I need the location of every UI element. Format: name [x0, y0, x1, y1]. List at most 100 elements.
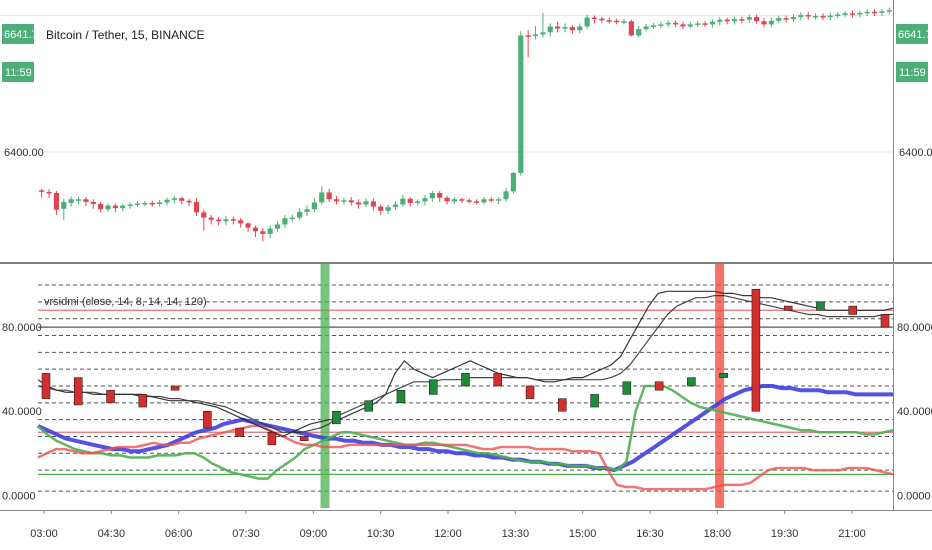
right-price-bg — [896, 24, 928, 44]
indicator-candle — [654, 381, 664, 391]
x-tick-label: 18:00 — [704, 528, 732, 540]
indicator-series-line — [37, 384, 894, 480]
candle-body — [75, 199, 82, 201]
candle-body — [385, 207, 391, 211]
candle-body — [297, 211, 303, 218]
indicator-candle — [299, 436, 309, 441]
candle-body — [149, 202, 155, 205]
candle-body — [488, 199, 494, 201]
indicator-candle — [622, 381, 632, 395]
candle-body — [820, 16, 826, 18]
candle-body — [695, 23, 701, 25]
indicator-candle — [203, 410, 212, 429]
candle-body — [216, 219, 222, 222]
indicator-series-line — [37, 384, 893, 473]
candle-body — [746, 17, 752, 20]
indicator-candle — [493, 373, 503, 387]
indicator-candle — [558, 398, 567, 412]
candle-body — [238, 220, 244, 224]
candle-body — [783, 18, 789, 20]
indicator-series-line — [37, 290, 894, 438]
candle-body — [407, 198, 413, 203]
candle-body — [643, 26, 649, 30]
candle-body — [510, 173, 516, 192]
candle-body — [650, 25, 657, 27]
indicator-y-tick-right: 40.0000 — [897, 406, 932, 418]
candle-body — [702, 23, 708, 25]
candle-body — [415, 201, 421, 203]
candle-body — [53, 192, 60, 210]
candle-body — [127, 204, 133, 206]
x-tick-label: 09:00 — [300, 528, 328, 540]
candle-body — [422, 198, 428, 202]
indicator-candle — [170, 385, 180, 391]
indicator-candle — [396, 389, 406, 404]
candle-body — [717, 19, 723, 22]
candle-body — [105, 205, 111, 210]
indicator-candle — [783, 305, 793, 311]
candle-body — [569, 27, 575, 31]
candle-body — [857, 12, 863, 15]
indicator-y-tick-left: 40.0000 — [2, 406, 42, 418]
candle-body — [252, 227, 259, 232]
candle-body — [768, 20, 774, 25]
indicator-candle — [687, 377, 696, 387]
candle-body — [473, 201, 480, 203]
x-tick-label: 19:30 — [771, 528, 799, 540]
indicator-candle — [590, 394, 599, 408]
candle-body — [68, 199, 74, 203]
candle-body — [731, 19, 738, 22]
candle-body — [311, 202, 317, 210]
candle-body — [879, 11, 885, 13]
left-countdown-bg — [2, 62, 34, 82]
candle-body — [83, 199, 89, 202]
candle-body — [628, 21, 634, 36]
x-tick-label: 04:30 — [98, 528, 126, 540]
x-tick-label: 10:30 — [367, 528, 395, 540]
indicator-candle — [751, 288, 761, 412]
indicator-title: vrsidmi (close, 14, 8, 14, 14, 120) — [44, 296, 207, 308]
x-tick-label: 21:00 — [838, 528, 866, 540]
x-tick-label: 15:00 — [569, 528, 597, 540]
candle-body — [540, 32, 546, 35]
indicator-candle — [332, 410, 341, 425]
indicator-candle — [364, 400, 373, 412]
candle-body — [437, 192, 443, 198]
candle-body — [813, 16, 819, 18]
candle-body — [687, 24, 693, 27]
candle-body — [164, 199, 170, 203]
right-price-label: 6641.79 — [898, 29, 932, 41]
candle-body — [260, 231, 266, 234]
candle-body — [621, 21, 627, 23]
candle-body — [378, 206, 384, 211]
candle-body — [599, 18, 605, 21]
candle-body — [532, 34, 539, 36]
highlight-band — [715, 264, 725, 508]
indicator-candle — [719, 373, 728, 378]
candle-body — [179, 198, 185, 201]
candle-body — [392, 204, 399, 208]
indicator-candle — [525, 385, 535, 399]
candle-body — [606, 20, 612, 22]
candle-body — [171, 198, 177, 200]
main-y-tick-left: 6400.00 — [4, 147, 44, 159]
indicator-candle — [74, 377, 83, 406]
main-y-tick-right: 6400.00 — [899, 147, 932, 159]
candle-body — [348, 200, 354, 203]
candle-body — [46, 191, 52, 194]
candle-body — [562, 27, 568, 29]
candle-body — [98, 203, 104, 210]
candle-body — [672, 22, 679, 25]
candle-body — [577, 26, 583, 31]
candle-body — [680, 24, 686, 27]
candle-body — [525, 35, 531, 37]
indicator-candle — [461, 373, 470, 387]
candle-body — [790, 17, 797, 20]
candle-body — [724, 19, 730, 22]
candle-body — [827, 15, 833, 18]
candle-body — [871, 11, 878, 14]
candle-body — [274, 224, 281, 229]
candle-body — [451, 199, 458, 202]
indicator-candle — [267, 432, 277, 446]
